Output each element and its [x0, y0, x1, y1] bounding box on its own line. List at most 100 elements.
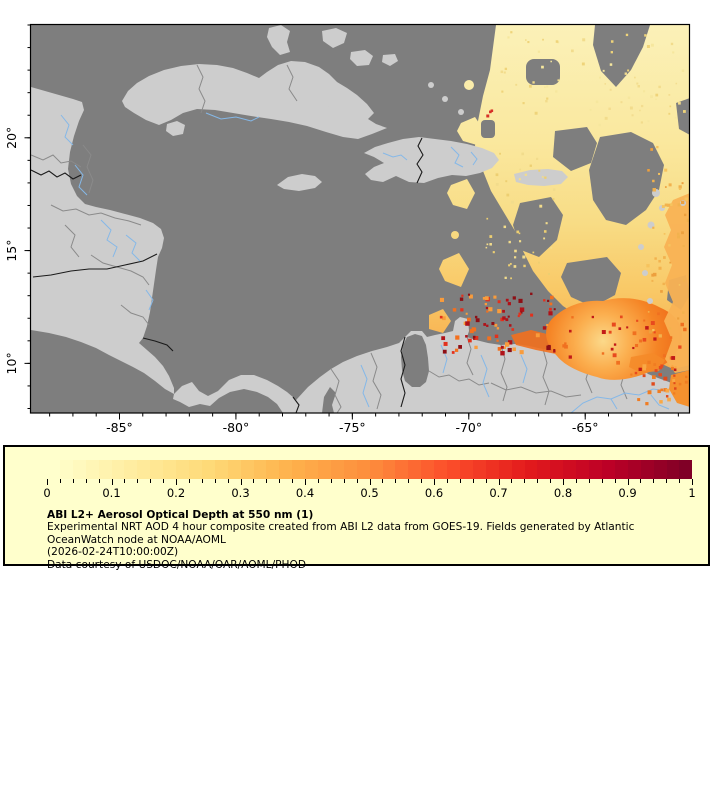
aod-speckle — [639, 109, 641, 112]
colorbar-cell — [111, 460, 125, 479]
aod-speckle — [657, 389, 661, 394]
colorbar-minor-tick — [201, 479, 203, 483]
colorbar-cell — [240, 460, 254, 479]
aod-speckle — [673, 374, 676, 377]
aod-speckle — [505, 318, 509, 322]
aod-speckle — [493, 295, 497, 299]
aod-speckle — [668, 244, 671, 247]
aod-speckle — [658, 85, 661, 89]
aod-speckle — [524, 39, 527, 41]
aod-speckle — [545, 99, 548, 103]
aod-speckle — [546, 97, 549, 100]
colorbar-cell — [460, 460, 473, 479]
aod-speckle — [535, 333, 540, 338]
colorbar-cell — [266, 460, 280, 479]
aod-speckle — [511, 328, 515, 331]
aod-speckle — [518, 240, 522, 243]
aod-speckle — [439, 315, 443, 319]
colorbar-cell — [137, 460, 151, 479]
colorbar-major-tick — [627, 479, 629, 485]
aod-speckle — [654, 257, 657, 260]
aod-speckle — [550, 246, 553, 249]
aod-speckle — [501, 90, 504, 93]
aod-speckle — [542, 326, 547, 330]
aod-speckle — [669, 105, 672, 108]
aod-speckle — [637, 398, 641, 402]
aod-speckle — [459, 297, 464, 301]
aod-speckle — [598, 123, 601, 127]
aod-speckle — [643, 319, 646, 322]
aod-speckle — [484, 302, 488, 306]
map-frame — [29, 23, 691, 414]
colorbar-cell — [59, 460, 73, 479]
aod-speckle — [514, 249, 517, 253]
colorbar-tick-label: 0 — [43, 486, 51, 500]
aod-speckle — [673, 382, 676, 385]
aod-speckle — [553, 349, 556, 352]
aod-speckle — [553, 350, 556, 353]
aod-speckle — [682, 244, 685, 248]
aod-speckle — [625, 33, 629, 37]
colorbar-major-tick — [498, 479, 500, 485]
aod-speckle — [545, 222, 548, 225]
aod-speckle — [619, 315, 623, 319]
aod-speckle — [502, 316, 506, 320]
colorbar-cell — [292, 460, 306, 479]
aod-speckle — [488, 307, 493, 312]
aod-speckle — [618, 327, 622, 330]
colorbar-minor-tick — [395, 479, 397, 483]
aod-speckle — [680, 322, 684, 327]
caption-block: ABI L2+ Aerosol Optical Depth at 550 nm … — [47, 509, 707, 571]
aod-speckle — [642, 367, 646, 371]
colorbar-minor-tick — [188, 479, 190, 483]
aod-speckle — [673, 368, 677, 372]
aod-speckle — [490, 109, 494, 113]
aod-speckle — [486, 217, 489, 220]
colorbar-cell — [498, 460, 512, 479]
aod-speckle — [513, 256, 517, 259]
hispaniola — [364, 137, 499, 183]
aod-speckle — [516, 230, 520, 234]
aod-speckle — [518, 312, 522, 316]
aod-speckle — [674, 387, 677, 390]
colorbar-cell — [201, 460, 215, 479]
turks-caicos — [428, 82, 434, 88]
aod-speckle — [543, 230, 547, 233]
colorbar-cell — [227, 460, 241, 479]
aod-speckle — [642, 90, 646, 93]
aod-speckle — [652, 179, 655, 183]
colorbar-minor-tick — [150, 479, 152, 483]
aod-speckle — [683, 279, 685, 282]
colorbar-cell — [382, 460, 396, 479]
colorbar-cell — [434, 460, 448, 479]
colorbar-cell — [356, 460, 370, 479]
colorbar-minor-tick — [640, 479, 642, 483]
aod-speckle — [513, 265, 517, 268]
puerto-rico — [514, 169, 568, 186]
aod-speckle — [662, 282, 665, 286]
aod-speckle — [484, 296, 489, 301]
aod-speckle — [683, 327, 687, 332]
aod-speckle — [669, 261, 672, 264]
aod-speckle — [504, 342, 510, 347]
colorbar-cell — [318, 460, 331, 479]
aod-speckle — [465, 335, 468, 338]
lon-tick-label: -70° — [455, 420, 482, 435]
colorbar-minor-tick — [679, 479, 681, 483]
aod-speckle — [555, 90, 558, 93]
aod-speckle — [472, 335, 476, 339]
aod-speckle — [678, 185, 682, 189]
aod-speckle — [503, 346, 506, 350]
aod-speckle — [475, 318, 480, 323]
aod-speckle — [507, 302, 511, 306]
aod-speckle — [608, 330, 612, 334]
aod-speckle — [518, 232, 521, 235]
bahamas — [299, 78, 314, 89]
colorbar-cell — [395, 460, 409, 479]
aod-speckle — [678, 382, 682, 386]
aod-speckle — [601, 352, 605, 355]
lake-maracaibo — [401, 334, 429, 387]
aod-speckle — [487, 336, 492, 341]
aod-speckle — [441, 316, 446, 321]
aod-speckle — [604, 116, 608, 120]
